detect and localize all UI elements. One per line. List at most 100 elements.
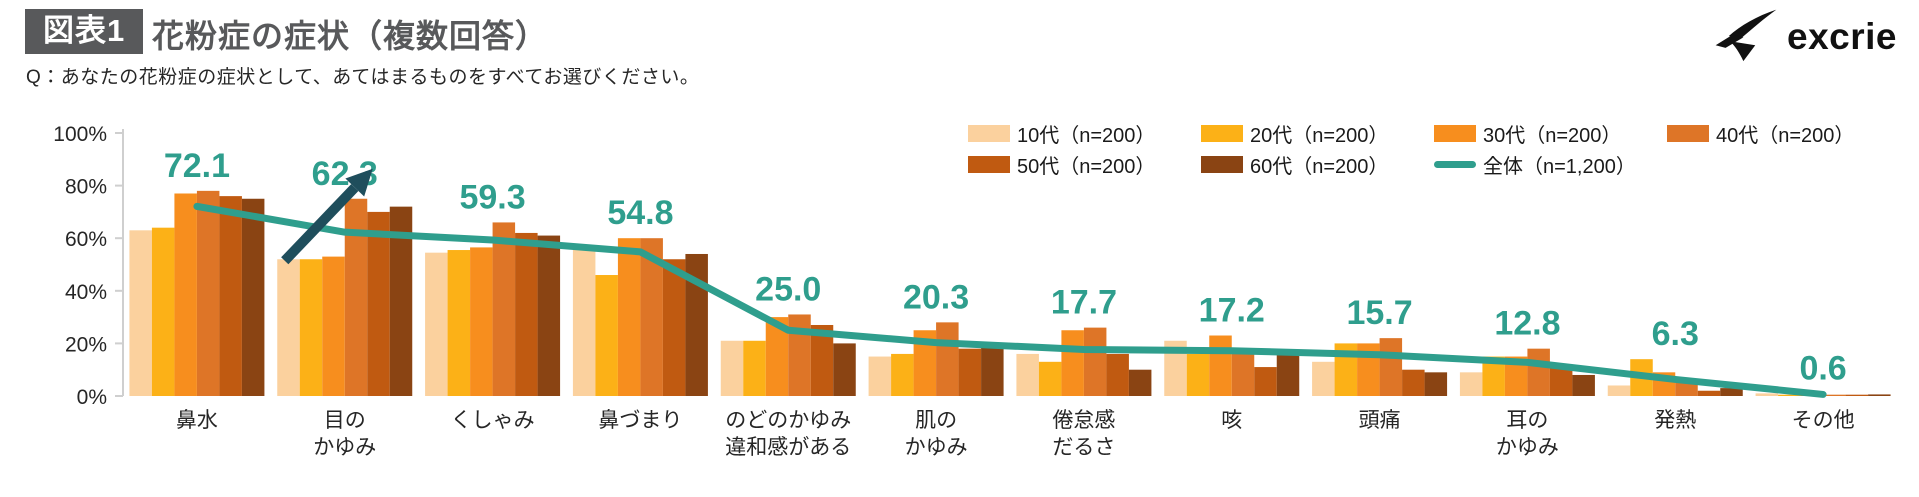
bar-age50-cat0 [219,196,242,396]
bar-age50-cat2 [515,232,538,396]
bar-age50-cat10 [1697,390,1721,396]
bar-age60-cat9 [1572,374,1595,396]
bar-age40-cat4 [788,314,811,396]
brand-logo: excrie [1713,8,1897,64]
legend-label-age30: 30代（n=200） [1483,125,1622,147]
bar-age50-cat11 [1845,394,1869,396]
bar-age30-cat2 [470,247,493,396]
bar-age20-cat9 [1482,356,1505,396]
bar-age10-cat11 [1755,393,1779,396]
bar-age50-cat4 [810,324,834,396]
legend-label-age20: 20代（n=200） [1250,125,1389,147]
bar-age60-cat10 [1720,388,1743,396]
bar-age10-cat1 [277,259,300,396]
bar-age40-cat7 [1231,353,1255,396]
legend-swatch-age40 [1667,125,1709,142]
bar-age30-cat6 [1061,330,1084,396]
legend-label-age40: 40代（n=200） [1716,125,1855,147]
figure-badge: 図表1 [25,9,144,54]
bar-age20-cat11 [1778,394,1801,396]
bar-age40-cat9 [1527,348,1550,396]
value-label-cat8: 15.7 [1346,294,1412,332]
bar-age40-cat0 [196,190,220,396]
y-axis-label: 60% [65,228,107,251]
legend-item-age30: 30代（n=200） [1434,119,1667,148]
bar-age30-cat5 [913,330,937,396]
y-axis-label: 0% [77,386,107,409]
legend-item-age60: 60代（n=200） [1201,150,1434,179]
category-label-cat4: のどのかゆみ違和感がある [725,409,851,459]
category-label-cat3: 鼻づまり [598,409,682,432]
legend-label-age10: 10代（n=200） [1017,125,1156,147]
y-axis-label: 80% [65,176,107,199]
legend-label-overall: 全体（n=1,200） [1483,156,1636,178]
category-label-cat0: 鼻水 [176,409,218,432]
legend-item-age40: 40代（n=200） [1667,119,1900,148]
bar-age10-cat2 [425,252,448,396]
bar-age10-cat5 [868,356,892,396]
legend-swatch-age10 [968,125,1010,142]
bar-age50-cat1 [367,211,390,396]
value-label-cat3: 54.8 [607,194,673,232]
bar-age10-cat7 [1164,340,1187,396]
value-label-cat10: 6.3 [1652,315,1699,353]
y-axis-label: 40% [65,281,107,304]
value-label-cat11: 0.6 [1799,349,1846,387]
category-label-cat10: 発熱 [1654,409,1696,432]
bar-age50-cat8 [1402,369,1425,396]
bar-age10-cat10 [1607,385,1631,396]
bar-age10-cat3 [572,246,596,396]
value-label-cat5: 20.3 [903,278,969,316]
category-label-cat8: 頭痛 [1359,409,1401,432]
bar-age60-cat5 [981,343,1004,396]
category-label-cat9: 耳のかゆみ [1496,409,1559,459]
category-label-cat5: 肌のかゆみ [905,409,968,459]
legend-swatch-overall [1434,161,1476,168]
bar-age10-cat0 [129,230,152,396]
bar-age40-cat3 [640,238,663,396]
bar-age20-cat6 [1038,361,1062,396]
trend-arrow-shaft [281,184,359,265]
trend-arrow-head [345,168,373,197]
legend-swatch-age20 [1201,125,1243,142]
page-title: 花粉症の症状（複数回答） [152,18,549,54]
category-label-cat7: 咳 [1221,409,1242,432]
overall-line [193,202,1827,398]
legend-item-age20: 20代（n=200） [1201,119,1434,148]
category-label-cat1: 目のかゆみ [313,409,376,459]
bar-age10-cat8 [1312,361,1335,396]
value-label-cat6: 17.7 [1051,284,1117,322]
legend-item-overall: 全体（n=1,200） [1434,150,1667,179]
value-label-cat7: 17.2 [1199,292,1265,330]
bar-age60-cat2 [537,235,561,396]
bar-age30-cat1 [322,256,345,396]
brand-name: excrie [1787,15,1897,57]
bar-age10-cat6 [1016,353,1039,396]
bar-age40-cat11 [1823,394,1846,396]
bar-age60-cat3 [685,253,708,396]
y-axis-label: 20% [65,333,107,356]
y-axis-label: 100% [53,123,107,146]
bar-age20-cat7 [1186,353,1210,396]
bar-age40-cat5 [936,322,959,396]
bar-age10-cat4 [720,340,744,396]
bar-age60-cat0 [241,198,265,396]
bar-age10-cat9 [1459,372,1483,396]
value-label-cat4: 25.0 [755,270,821,308]
bar-age60-cat11 [1868,394,1891,396]
bar-age40-cat8 [1379,338,1403,396]
bar-age30-cat3 [617,238,641,396]
bar-age60-cat8 [1424,372,1448,396]
chart-legend: 10代（n=200） 20代（n=200） 30代（n=200） 40代（n=200）… [968,118,1900,180]
value-label-cat0: 72.1 [164,147,230,185]
bar-age20-cat1 [299,259,323,396]
bar-age30-cat4 [765,317,789,396]
survey-question: Q：あなたの花粉症の症状として、あてはまるものをすべてお選びください。 [26,67,700,88]
value-label-cat2: 59.3 [459,178,525,216]
bar-age30-cat0 [174,193,197,396]
legend-swatch-age30 [1434,125,1476,142]
legend-label-age50: 50代（n=200） [1017,156,1156,178]
legend-label-age60: 60代（n=200） [1250,156,1389,178]
category-label-cat6: 倦怠感だるさ [1052,409,1115,459]
bar-age40-cat1 [344,198,368,396]
